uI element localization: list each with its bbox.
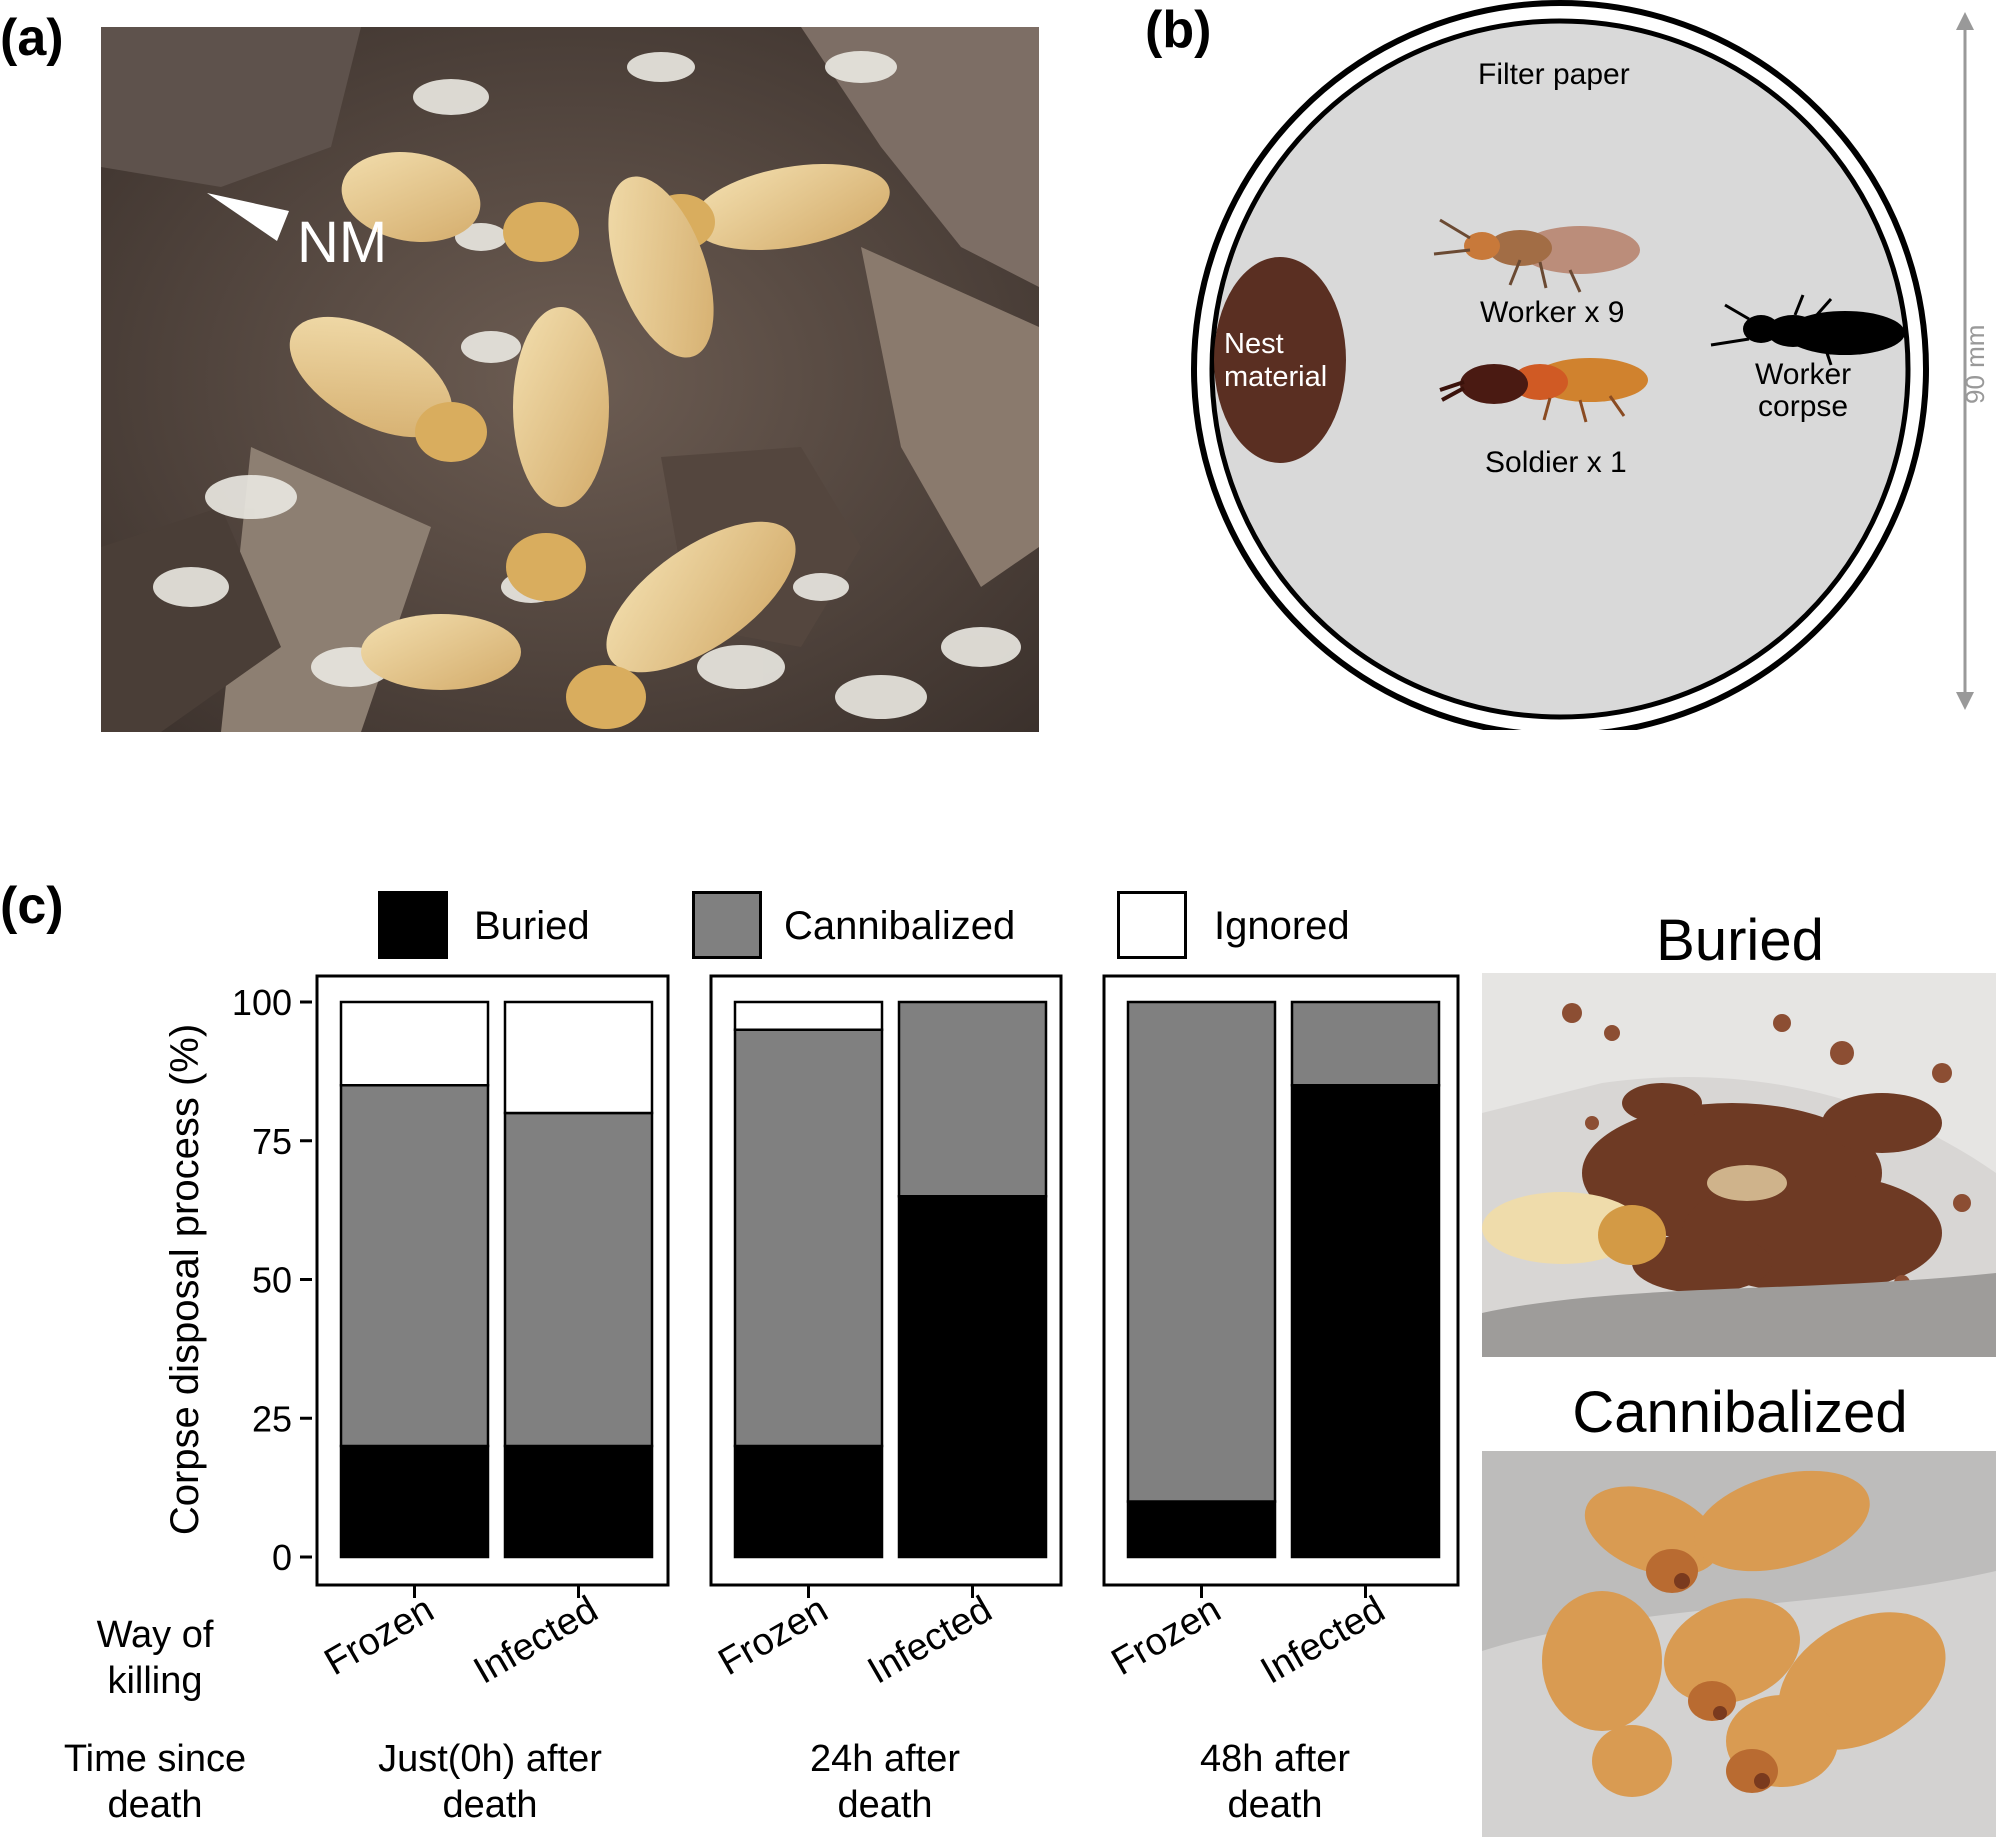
bar-segment-ignored [339,1000,490,1087]
bar-segment-buried [1290,1084,1441,1559]
facet-frame [709,974,1063,1587]
panel-a-label: (a) [0,9,64,67]
termite-nest-illustration [101,27,1039,732]
x-tick-label: Infected [467,1588,605,1692]
buried-photo-title: Buried [1656,908,1824,973]
y-tick-label: 0 [272,1537,292,1578]
way-of-killing-label: Way of killing [75,1612,235,1705]
group-label-24h-line1: 24h after [810,1738,960,1780]
group-label-48h: 48h after death [1125,1736,1425,1829]
scale-label: 90 mm [1960,324,1990,404]
way-of-killing-line2: killing [107,1660,203,1703]
x-tick-label: Frozen [318,1588,441,1684]
bar-segment-buried [339,1444,490,1559]
worker-corpse-label-line2: corpse [1758,389,1849,423]
y-tick-label: 25 [252,1398,292,1439]
worker-count-label: Worker x 9 [1480,296,1625,329]
bar-segment-cannibalized [339,1084,490,1448]
termite-nest-photo: NM [101,27,1039,732]
petri-dish-diagram [1191,0,1974,730]
bar-segment-buried [1126,1500,1277,1559]
bar-segment-buried [733,1444,884,1559]
worker-corpse-label: Worker corpse [1755,359,1851,422]
legend-swatch-buried [378,891,448,959]
x-tick-label: Frozen [1105,1588,1228,1684]
cannibalized-photo-title: Cannibalized [1572,1380,1908,1445]
filter-paper-label: Filter paper [1478,58,1630,91]
bar-segment-cannibalized [1290,1000,1441,1087]
time-since-death-label: Time since death [40,1736,270,1829]
cannibalized-photo-illustration [1482,1451,1996,1837]
legend-label-buried: Buried [474,904,590,948]
bar-segment-ignored [733,1000,884,1031]
group-label-0h: Just(0h) after death [335,1736,645,1829]
x-tick-label: Infected [1254,1588,1392,1692]
group-label-48h-line1: 48h after [1200,1738,1350,1780]
worker-termite-icon [1433,218,1640,293]
legend-label-cannibalized: Cannibalized [784,904,1016,948]
panel-c-label: (c) [0,877,64,935]
worker-corpse-icon [1710,294,1905,366]
worker-corpse-label-line1: Worker [1755,358,1852,391]
legend-label-ignored: Ignored [1214,904,1350,948]
bar-segment-cannibalized [897,1000,1048,1198]
y-axis-title: Corpse disposal process (%) [163,1024,207,1535]
group-label-0h-line1: Just(0h) after [378,1738,602,1780]
scale-arrow [1956,12,1974,710]
bar-segment-cannibalized [503,1111,654,1448]
group-label-24h-line2: death [837,1784,933,1827]
nest-material-blob [1214,257,1346,463]
buried-photo-illustration [1482,973,1996,1357]
way-of-killing-line1: Way of [96,1614,214,1656]
bar-segment-cannibalized [1126,1000,1277,1503]
time-since-death-line2: death [107,1784,203,1827]
nest-material-label-line1: Nest [1224,328,1284,360]
facet-frame [315,974,670,1587]
cannibalized-photo [1482,1451,1996,1837]
facet-frame [1102,974,1460,1587]
time-since-death-line1: Time since [63,1738,247,1780]
y-tick-label: 50 [252,1260,292,1301]
x-tick-label: Frozen [712,1588,835,1684]
group-label-0h-line2: death [442,1784,538,1827]
y-tick-label: 100 [232,982,292,1023]
soldier-count-label: Soldier x 1 [1485,446,1627,479]
panel-b-label: (b) [1145,1,1212,59]
nest-material-label-line2: material [1224,361,1328,394]
y-tick-label: 75 [252,1121,292,1162]
nest-material-label: Nest material [1224,328,1327,395]
x-tick-label: Infected [861,1588,999,1692]
bar-segment-cannibalized [733,1028,884,1448]
group-label-48h-line2: death [1227,1784,1323,1827]
nest-material-annotation: NM [297,210,388,275]
legend-swatch-cannibalized [692,891,762,959]
buried-photo [1482,973,1996,1357]
corpse-disposal-chart: Corpse disposal process (%) 0 25 50 75 100 Fro… [163,974,1460,1692]
bar-segment-ignored [503,1000,654,1115]
legend-swatch-ignored [1117,891,1187,959]
soldier-termite-icon [1439,358,1648,423]
bar-segment-buried [503,1444,654,1559]
bar-segment-buried [897,1195,1048,1559]
group-label-24h: 24h after death [735,1736,1035,1829]
